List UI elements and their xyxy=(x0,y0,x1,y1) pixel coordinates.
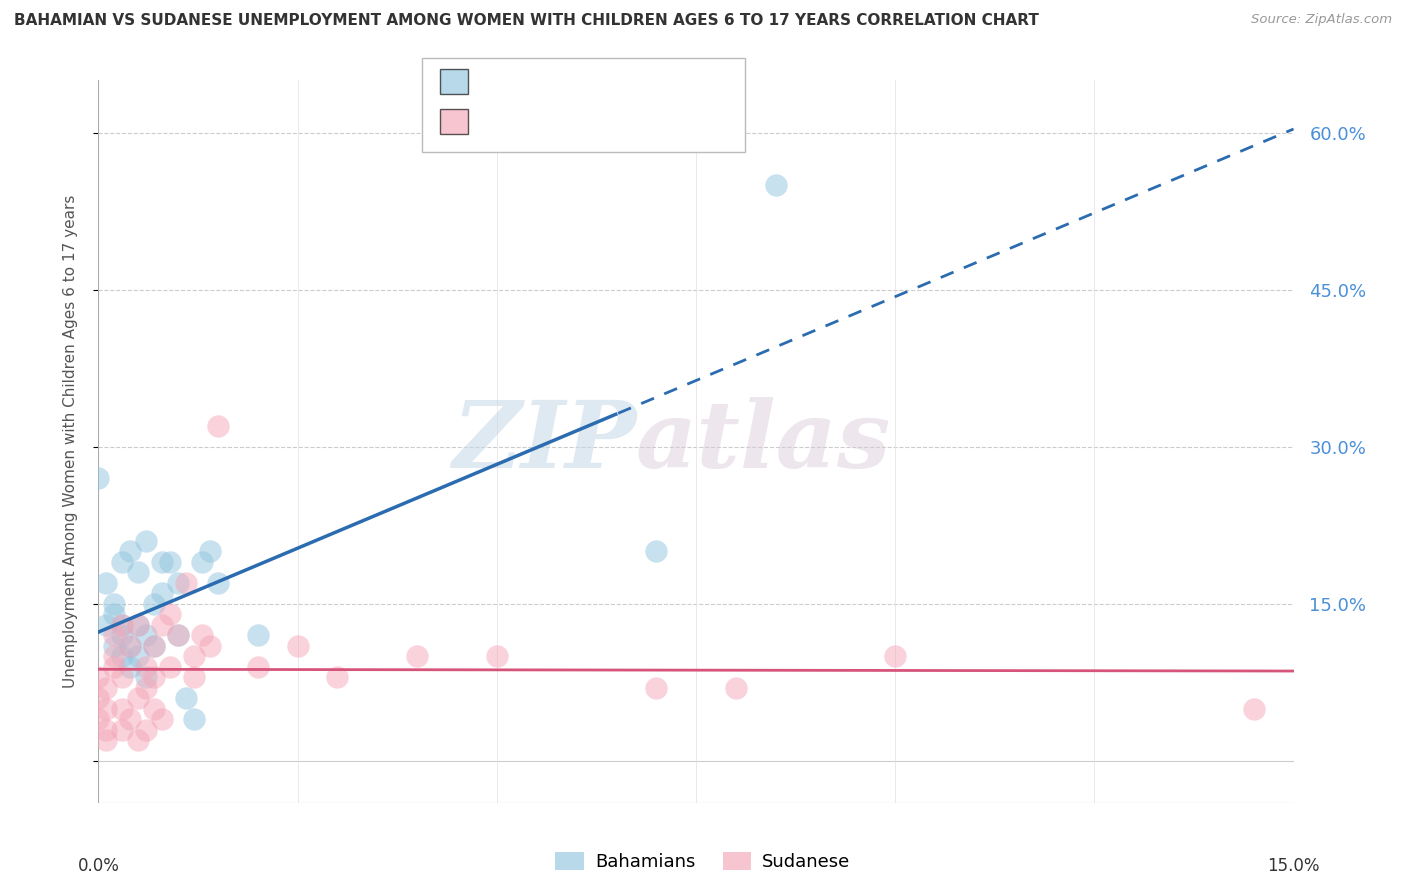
Point xyxy=(120,639,142,653)
Point xyxy=(167,628,190,642)
Point xyxy=(1243,701,1265,715)
Point xyxy=(167,628,190,642)
Point xyxy=(724,681,747,695)
Text: R =: R = xyxy=(475,72,508,90)
Point xyxy=(96,617,118,632)
Point xyxy=(167,575,190,590)
Text: BAHAMIAN VS SUDANESE UNEMPLOYMENT AMONG WOMEN WITH CHILDREN AGES 6 TO 17 YEARS C: BAHAMIAN VS SUDANESE UNEMPLOYMENT AMONG … xyxy=(14,13,1039,29)
Point xyxy=(645,681,668,695)
Point xyxy=(150,586,173,600)
Text: ZIP: ZIP xyxy=(451,397,637,486)
Point xyxy=(159,607,181,622)
Point xyxy=(207,575,229,590)
Point xyxy=(143,639,166,653)
Point xyxy=(183,712,205,726)
Point xyxy=(87,471,110,485)
Text: N =: N = xyxy=(591,112,624,130)
Point xyxy=(765,178,787,192)
Point xyxy=(191,555,214,569)
Point xyxy=(159,555,181,569)
Point xyxy=(120,639,142,653)
Point xyxy=(143,597,166,611)
Point xyxy=(111,617,134,632)
Point xyxy=(103,628,125,642)
Point xyxy=(120,544,142,558)
Point xyxy=(150,617,173,632)
Point xyxy=(246,659,269,673)
Point xyxy=(103,659,125,673)
Point xyxy=(287,639,309,653)
Point xyxy=(127,733,149,747)
Point xyxy=(120,712,142,726)
Text: 0.104: 0.104 xyxy=(524,72,579,90)
Point xyxy=(191,628,214,642)
Point xyxy=(127,649,149,664)
Point xyxy=(87,670,110,684)
Point xyxy=(884,649,907,664)
Text: 34: 34 xyxy=(636,72,659,90)
Point xyxy=(174,691,197,706)
Point xyxy=(87,712,110,726)
Text: -0.003: -0.003 xyxy=(524,112,586,130)
Point xyxy=(326,670,349,684)
Point xyxy=(127,566,149,580)
Point xyxy=(111,723,134,737)
Point xyxy=(207,418,229,433)
Point xyxy=(645,544,668,558)
Point xyxy=(198,639,221,653)
Point xyxy=(174,575,197,590)
Point xyxy=(143,639,166,653)
Point xyxy=(111,701,134,715)
Point xyxy=(96,575,118,590)
Point xyxy=(103,649,125,664)
Point xyxy=(198,544,221,558)
Point xyxy=(150,555,173,569)
Point xyxy=(96,723,118,737)
Point xyxy=(485,649,508,664)
Point xyxy=(135,681,157,695)
Point xyxy=(103,607,125,622)
Point xyxy=(111,628,134,642)
Point xyxy=(135,628,157,642)
Point xyxy=(246,628,269,642)
Point xyxy=(96,681,118,695)
Point xyxy=(103,639,125,653)
Legend: Bahamians, Sudanese: Bahamians, Sudanese xyxy=(548,845,858,879)
Point xyxy=(87,691,110,706)
Text: Source: ZipAtlas.com: Source: ZipAtlas.com xyxy=(1251,13,1392,27)
Point xyxy=(111,617,134,632)
Point xyxy=(143,701,166,715)
Point xyxy=(143,670,166,684)
Point xyxy=(159,659,181,673)
Point xyxy=(135,659,157,673)
Point xyxy=(135,534,157,549)
Point xyxy=(127,617,149,632)
Point xyxy=(135,723,157,737)
Point xyxy=(96,733,118,747)
Text: N =: N = xyxy=(591,72,624,90)
Point xyxy=(120,659,142,673)
Text: atlas: atlas xyxy=(637,397,891,486)
Text: 45: 45 xyxy=(636,112,659,130)
Point xyxy=(96,701,118,715)
Y-axis label: Unemployment Among Women with Children Ages 6 to 17 years: Unemployment Among Women with Children A… xyxy=(63,194,77,689)
Point xyxy=(127,617,149,632)
Point xyxy=(135,670,157,684)
Point xyxy=(103,597,125,611)
Text: 15.0%: 15.0% xyxy=(1267,857,1320,875)
Point xyxy=(127,691,149,706)
Point xyxy=(183,649,205,664)
Text: 0.0%: 0.0% xyxy=(77,857,120,875)
Point xyxy=(150,712,173,726)
Point xyxy=(111,555,134,569)
Point xyxy=(111,670,134,684)
Point xyxy=(111,649,134,664)
Text: R =: R = xyxy=(475,112,508,130)
Point xyxy=(406,649,429,664)
Point xyxy=(183,670,205,684)
